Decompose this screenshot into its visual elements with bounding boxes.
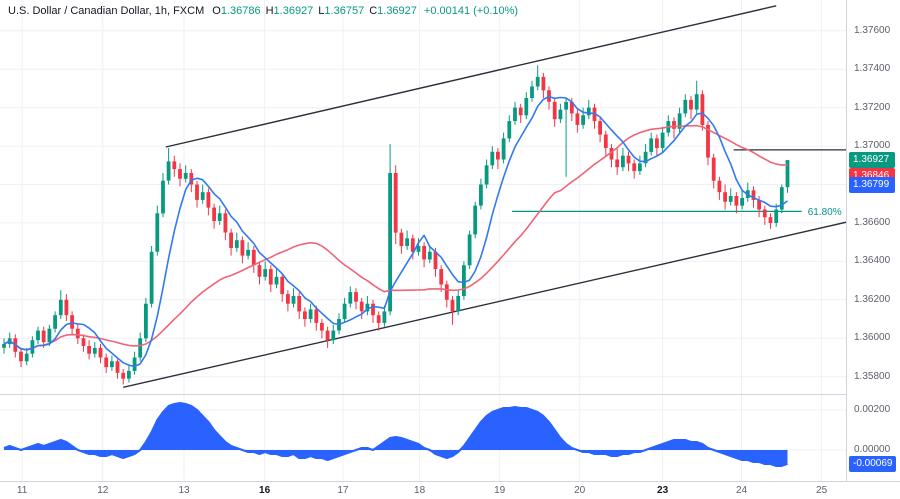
high-value: 1.36927 xyxy=(273,5,314,17)
price-tick-label: 1.36600 xyxy=(854,216,891,228)
close-value: 1.36927 xyxy=(377,5,417,17)
symbol-title[interactable]: U.S. Dollar / Canadian Dollar, 1h, FXCM xyxy=(8,5,205,17)
price-tick-label: 1.36400 xyxy=(854,255,891,267)
open-readout: O1.36786 xyxy=(212,5,261,17)
time-tick-label: 20 xyxy=(574,485,586,496)
ma-fast-line[interactable] xyxy=(3,95,788,368)
low-value: 1.36757 xyxy=(324,5,365,17)
channel-upper-trendline[interactable] xyxy=(165,5,777,148)
close-readout: C1.36927 xyxy=(369,5,417,17)
price-tick-label: 1.36200 xyxy=(854,293,891,305)
svg-text:61.80%: 61.80% xyxy=(808,207,842,218)
time-tick-label: 25 xyxy=(816,485,828,496)
price-tick-label: 1.37600 xyxy=(854,24,891,36)
time-tick-label: 12 xyxy=(97,485,109,496)
price-tick-label: 1.36000 xyxy=(854,332,891,344)
price-tick-label: 1.37400 xyxy=(854,63,891,75)
price-chart-pane[interactable]: 61.80% xyxy=(0,0,846,481)
time-tick-label: 16 xyxy=(259,485,271,496)
candlestick-series xyxy=(2,65,790,385)
time-tick-label: 17 xyxy=(337,485,349,496)
time-tick-label: 19 xyxy=(494,485,506,496)
symbol-legend: U.S. Dollar / Canadian Dollar, 1h, FXCM O… xyxy=(8,5,518,17)
time-tick-label: 23 xyxy=(657,485,669,496)
pane-separator[interactable] xyxy=(0,394,900,395)
price-axis[interactable]: 1.36927 1.36846 1.36799 -0.00069 1.37600… xyxy=(846,0,900,481)
high-readout: H1.36927 xyxy=(265,5,314,17)
price-tick-label: 1.37000 xyxy=(854,140,891,152)
ma-fast-price-badge: 1.36799 xyxy=(849,176,895,193)
time-axis[interactable]: 11 12 13 16 17 18 19 20 23 24 25 xyxy=(0,481,900,499)
channel-lower-trendline[interactable] xyxy=(123,221,846,388)
indicator-tick-label: 0.00000 xyxy=(854,444,891,455)
price-tick-label: 1.35800 xyxy=(854,370,891,382)
low-readout: L1.36757 xyxy=(318,5,365,17)
change-value: +0.00141 (+0.10%) xyxy=(423,5,519,17)
indicator-tick-label: 0.00200 xyxy=(854,404,891,415)
time-tick-label: 24 xyxy=(735,485,748,496)
time-tick-label: 18 xyxy=(414,485,426,496)
indicator-histogram xyxy=(3,402,788,467)
time-tick-label: 11 xyxy=(16,485,28,496)
last-price-badge: 1.36927 xyxy=(849,152,895,169)
fib-retracement-level[interactable]: 61.80% xyxy=(512,207,842,218)
time-tick-label: 13 xyxy=(178,485,190,496)
open-value: 1.36786 xyxy=(220,5,261,17)
indicator-value-badge: -0.00069 xyxy=(849,455,897,472)
price-tick-label: 1.37200 xyxy=(854,101,891,113)
ma-slow-line[interactable] xyxy=(3,124,788,351)
